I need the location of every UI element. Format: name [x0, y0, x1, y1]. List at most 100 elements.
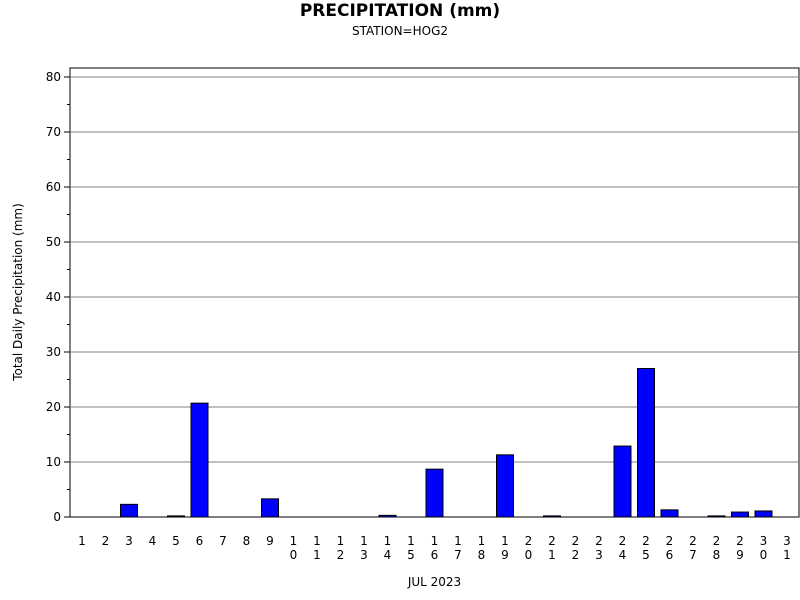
bar-day-25 [637, 368, 655, 518]
x-tick-digit: 1 [360, 534, 368, 548]
x-tick-digit: 2 [666, 534, 674, 548]
x-tick-digit: 6 [431, 548, 439, 562]
bar-day-9 [261, 498, 279, 518]
x-tick-digit: 5 [642, 548, 650, 562]
x-tick-digit: 6 [666, 548, 674, 562]
x-tick-digit: 2 [713, 534, 721, 548]
x-tick-digit: 8 [243, 534, 251, 548]
bar-day-29 [731, 511, 749, 518]
x-tick-digit: 7 [689, 548, 697, 562]
x-tick-digit: 3 [125, 534, 133, 548]
bar-day-3 [120, 503, 138, 518]
x-tick-digit: 5 [172, 534, 180, 548]
x-tick-digit: 2 [102, 534, 110, 548]
x-tick-digit: 1 [407, 534, 415, 548]
x-tick-digit: 2 [525, 534, 533, 548]
bar-day-16 [425, 468, 444, 518]
bar-layer [120, 368, 773, 518]
x-tick-digit: 9 [501, 548, 509, 562]
x-tick-digit: 1 [290, 534, 298, 548]
x-tick-digit: 1 [478, 534, 486, 548]
bar-day-28 [707, 515, 726, 518]
x-tick-digit: 1 [384, 534, 392, 548]
x-tick-label: 2 [102, 534, 110, 548]
y-tick-label: 50 [46, 235, 61, 249]
bar-day-24 [613, 445, 632, 518]
y-tick-label: 70 [46, 125, 61, 139]
x-tick-digit: 3 [783, 534, 791, 548]
bar-day-30 [754, 510, 773, 518]
bar-day-19 [496, 454, 514, 518]
x-tick-digit: 2 [642, 534, 650, 548]
x-tick-digit: 0 [290, 548, 298, 562]
x-tick-digit: 1 [337, 534, 345, 548]
x-tick-digit: 1 [313, 548, 321, 562]
y-tick-label: 80 [46, 70, 61, 84]
x-tick-digit: 6 [196, 534, 204, 548]
plot-frame [69, 67, 800, 518]
bar-day-14 [378, 514, 397, 518]
x-tick-digit: 1 [501, 534, 509, 548]
x-tick-digit: 1 [431, 534, 439, 548]
y-tick-label: 20 [46, 400, 61, 414]
x-tick-digit: 5 [407, 548, 415, 562]
chart-title: PRECIPITATION (mm) [299, 1, 501, 21]
x-tick-digit: 0 [525, 548, 533, 562]
x-tick-digit: 7 [219, 534, 227, 548]
chart-subtitle: STATION=HOG2 [351, 24, 449, 38]
x-tick-digit: 1 [454, 534, 462, 548]
x-tick-digit: 9 [266, 534, 274, 548]
x-tick-digit: 7 [454, 548, 462, 562]
x-tick-digit: 1 [78, 534, 86, 548]
x-tick-digit: 3 [360, 548, 368, 562]
y-tick-label: 0 [53, 510, 61, 524]
x-tick-digit: 1 [313, 534, 321, 548]
bar-day-26 [660, 509, 679, 518]
x-tick-digit: 8 [478, 548, 486, 562]
x-tick-label: 9 [266, 534, 274, 548]
x-tick-label: 3 [125, 534, 133, 548]
x-tick-digit: 2 [619, 534, 627, 548]
x-tick-digit: 2 [689, 534, 697, 548]
x-tick-label: 6 [196, 534, 204, 548]
x-tick-digit: 2 [337, 548, 345, 562]
x-tick-digit: 0 [760, 548, 768, 562]
x-tick-digit: 2 [595, 534, 603, 548]
x-tick-digit: 3 [595, 548, 603, 562]
y-tick-label: 10 [46, 455, 61, 469]
x-tick-digit: 2 [548, 534, 556, 548]
bar-day-5 [167, 515, 185, 518]
x-tick-digit: 9 [736, 548, 744, 562]
bar-day-21 [543, 515, 561, 518]
x-tick-digit: 2 [736, 534, 744, 548]
y-tick-label: 30 [46, 345, 61, 359]
x-tick-digit: 8 [713, 548, 721, 562]
y-tick-label: 60 [46, 180, 61, 194]
x-tick-digit: 2 [572, 534, 580, 548]
x-axis-label: JUL 2023 [407, 575, 462, 589]
y-tick-label: 40 [46, 290, 61, 304]
x-tick-digit: 2 [572, 548, 580, 562]
